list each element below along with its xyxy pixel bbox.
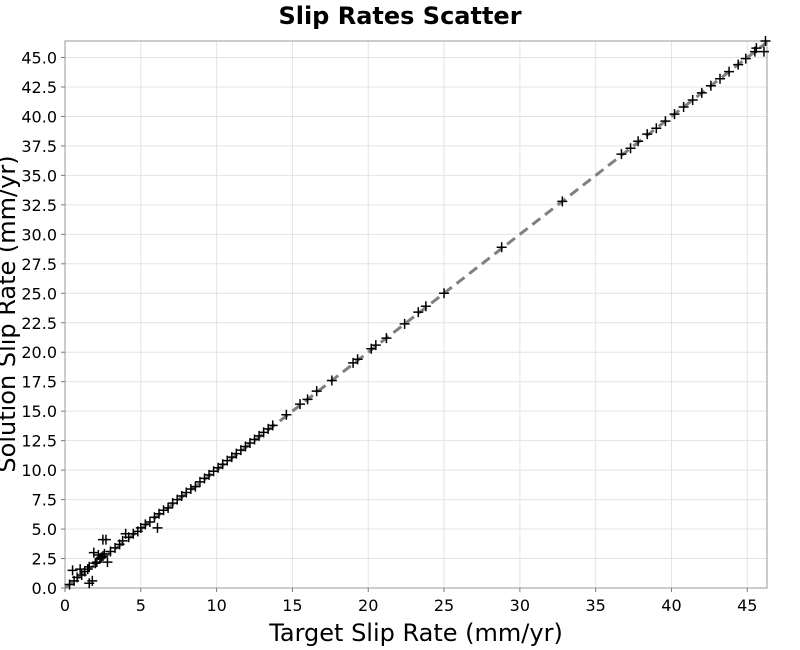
data-point [281, 409, 292, 420]
y-tick-label: 15.0 [21, 402, 57, 421]
y-tick-label: 45.0 [21, 49, 57, 68]
data-point [102, 557, 113, 568]
y-tick-label: 35.0 [21, 166, 57, 185]
y-tick-label: 10.0 [21, 461, 57, 480]
data-point [302, 394, 313, 405]
data-point [99, 548, 110, 559]
data-point [724, 66, 735, 77]
data-point [185, 483, 196, 494]
data-point [439, 288, 450, 299]
data-point [90, 558, 101, 569]
y-tick-label: 20.0 [21, 343, 57, 362]
y-tick-label: 40.0 [21, 107, 57, 126]
data-point [399, 318, 410, 329]
data-point [67, 565, 78, 576]
data-point [669, 109, 680, 120]
y-axis-label: Solution Slip Rate (mm/yr) [0, 155, 21, 472]
data-point [616, 149, 627, 160]
x-tick-label: 35 [585, 596, 605, 615]
y-tick-label: 22.5 [21, 314, 57, 333]
grid [64, 41, 767, 589]
y-tick-label: 37.5 [21, 137, 57, 156]
data-point [413, 307, 424, 318]
y-tick-label: 25.0 [21, 284, 57, 303]
data-point [295, 399, 306, 410]
x-axis: 0 5 10 15 20 25 30 35 40 45 [60, 588, 757, 615]
y-tick-label: 2.5 [32, 550, 57, 569]
x-tick-label: 45 [737, 596, 757, 615]
data-point [144, 516, 155, 527]
data-point [311, 386, 322, 397]
x-tick-label: 30 [510, 596, 530, 615]
data-point [751, 43, 762, 54]
reference-line-layer [64, 40, 768, 590]
data-point [82, 564, 93, 575]
data-point [267, 420, 278, 431]
points-layer [64, 36, 771, 590]
data-point [100, 534, 111, 545]
data-point [88, 547, 99, 558]
data-point [760, 36, 771, 46]
data-point [651, 123, 662, 134]
data-point [163, 502, 174, 513]
data-point [496, 242, 507, 253]
data-point [117, 535, 128, 546]
y-tick-label: 27.5 [21, 255, 57, 274]
data-point [740, 53, 751, 64]
data-point [705, 80, 716, 91]
x-tick-label: 0 [60, 596, 70, 615]
data-point [758, 46, 769, 57]
x-tick-label: 15 [282, 596, 302, 615]
y-tick-label: 5.0 [32, 520, 57, 539]
reference-line [64, 40, 768, 590]
plot-area [64, 40, 768, 589]
y-tick-label: 0.0 [32, 579, 57, 598]
data-point [158, 505, 169, 516]
data-point [714, 73, 725, 84]
chart-title: Slip Rates Scatter [278, 2, 521, 30]
data-point [152, 522, 163, 533]
data-point [128, 528, 139, 539]
x-tick-label: 10 [206, 596, 226, 615]
data-point [140, 519, 151, 530]
x-axis-label: Target Slip Rate (mm/yr) [268, 619, 563, 647]
data-point [696, 87, 707, 98]
data-point [557, 196, 568, 207]
data-point [97, 551, 108, 562]
data-point [326, 375, 337, 386]
data-point [190, 481, 201, 492]
data-point [687, 94, 698, 105]
data-point [642, 129, 653, 140]
data-point [84, 561, 95, 572]
y-tick-label: 7.5 [32, 491, 57, 510]
x-tick-label: 5 [136, 596, 146, 615]
y-tick-label: 30.0 [21, 225, 57, 244]
data-point [87, 575, 98, 586]
data-point [72, 572, 83, 583]
x-tick-label: 25 [434, 596, 454, 615]
data-point [733, 59, 744, 70]
y-tick-label: 17.5 [21, 373, 57, 392]
x-tick-label: 40 [661, 596, 681, 615]
y-axis: 0.0 2.5 5.0 7.5 10.0 12.5 15.0 17.5 20.0 22.5 25.0… [21, 49, 65, 598]
x-tick-label: 20 [358, 596, 378, 615]
data-point [352, 354, 363, 365]
data-point [381, 333, 392, 344]
data-point [420, 301, 431, 312]
data-point [678, 102, 689, 113]
y-tick-label: 42.5 [21, 78, 57, 97]
y-tick-label: 12.5 [21, 432, 57, 451]
data-point [633, 136, 644, 147]
data-point [625, 143, 636, 154]
data-point [370, 340, 381, 351]
y-tick-label: 32.5 [21, 196, 57, 215]
data-point [660, 116, 671, 127]
